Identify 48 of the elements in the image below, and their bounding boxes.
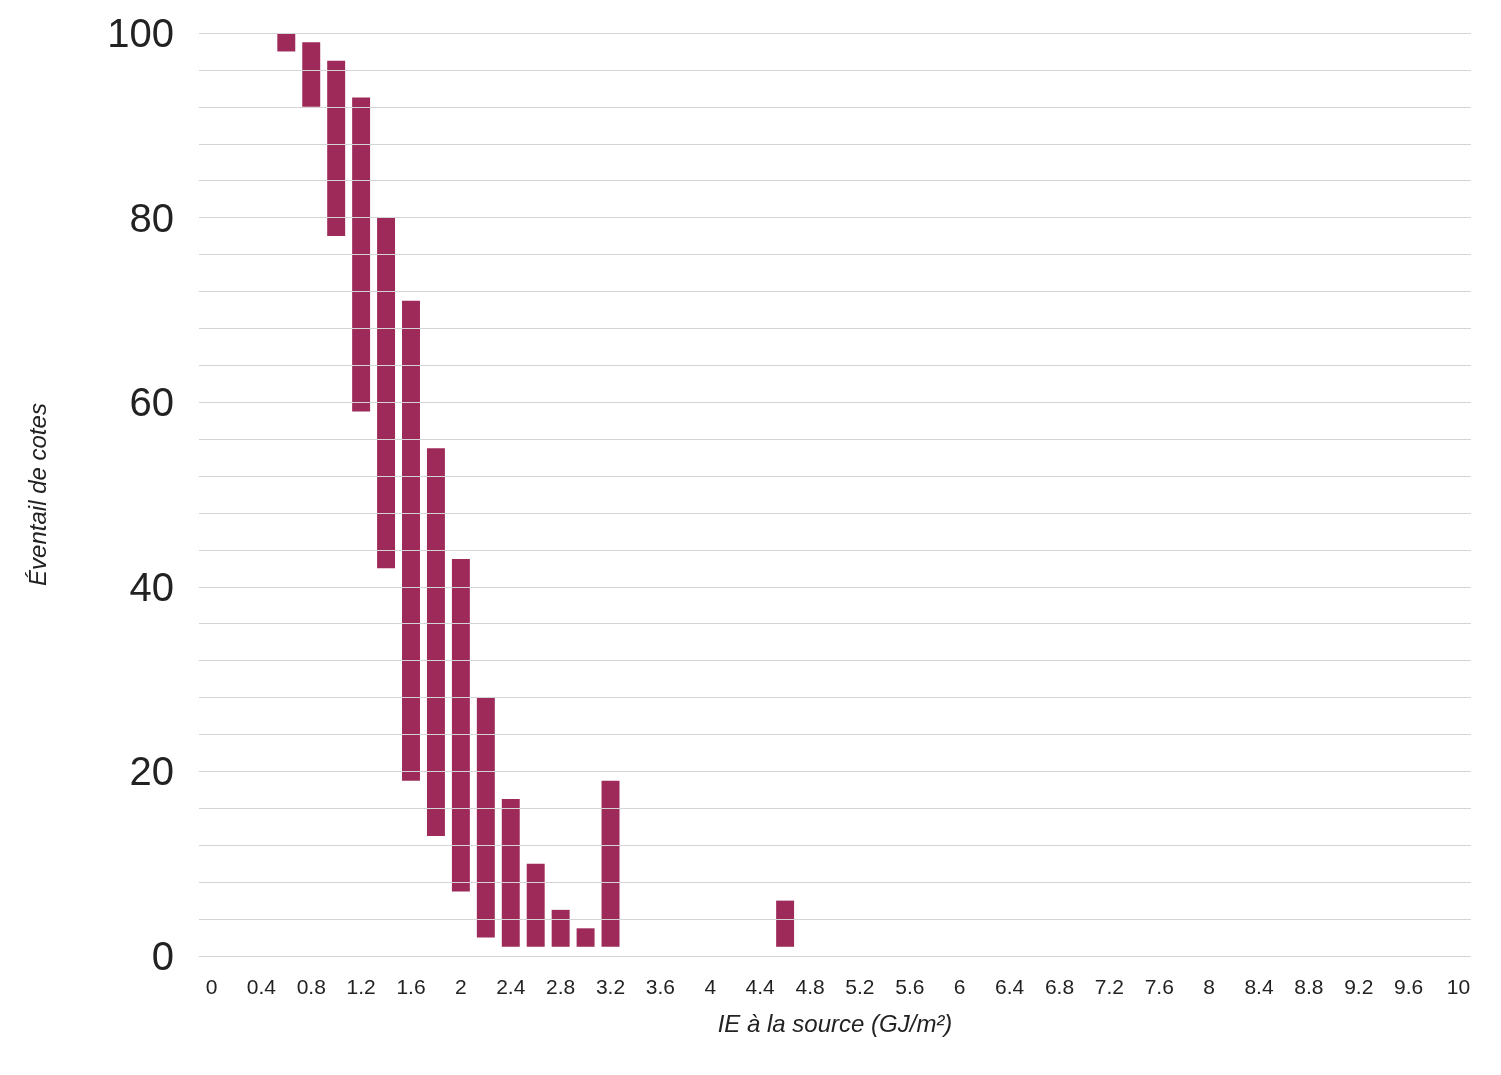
x-tick-label: 4: [704, 975, 717, 998]
bar: [501, 799, 520, 947]
y-tick-label: 80: [129, 195, 174, 240]
bar: [327, 60, 346, 237]
x-tick-label: 0.4: [246, 975, 277, 998]
x-tick-label: 7.2: [1094, 975, 1124, 998]
x-tick-label: 9.2: [1344, 975, 1374, 998]
bar: [352, 97, 371, 412]
x-tick-label: 6.8: [1044, 975, 1075, 998]
bar: [576, 928, 595, 947]
y-tick-label: 40: [129, 564, 174, 609]
bar: [601, 780, 620, 947]
bar: [476, 697, 495, 938]
bar: [526, 863, 545, 947]
x-tick-label: 6: [953, 975, 966, 998]
y-tick-label: 100: [107, 11, 174, 55]
y-axis-title: Éventail de cotes: [23, 403, 51, 586]
x-tick-label: 2.4: [496, 975, 526, 998]
x-tick-label: 5.2: [845, 975, 875, 998]
x-tick-label: 10: [1446, 975, 1471, 998]
x-tick-label: 0: [205, 975, 218, 998]
x-tick-label: 4.4: [745, 975, 776, 998]
x-tick-label: 8: [1203, 975, 1215, 998]
x-tick-label: 3.6: [645, 975, 676, 998]
x-tick-label: 0.8: [296, 975, 326, 998]
x-tick-label: 1.6: [396, 975, 426, 998]
x-tick-label: 8.8: [1294, 975, 1324, 998]
x-tick-label: 7.6: [1144, 975, 1174, 998]
x-tick-label: 5.6: [895, 975, 925, 998]
x-tick-label: 1.2: [346, 975, 376, 998]
x-axis-title: IE à la source (GJ/m²): [717, 1009, 953, 1037]
bar: [776, 900, 795, 947]
y-tick-label: 60: [129, 380, 174, 425]
bar: [402, 300, 420, 781]
bar: [302, 42, 321, 107]
bar: [377, 217, 396, 569]
x-tick-label: 2.8: [546, 975, 576, 998]
x-tick-label: 8.4: [1244, 975, 1274, 998]
x-tick-label: 4.8: [795, 975, 825, 998]
bar: [451, 559, 470, 892]
x-tick-label: 3.2: [595, 975, 626, 998]
y-tick-label: 20: [129, 749, 174, 794]
bar: [426, 448, 445, 837]
bar: [551, 909, 570, 947]
bar: [277, 33, 296, 52]
x-tick-label: 6.4: [994, 975, 1025, 998]
x-tick-label: 9.6: [1394, 975, 1424, 998]
x-tick-label: 2: [455, 975, 467, 998]
